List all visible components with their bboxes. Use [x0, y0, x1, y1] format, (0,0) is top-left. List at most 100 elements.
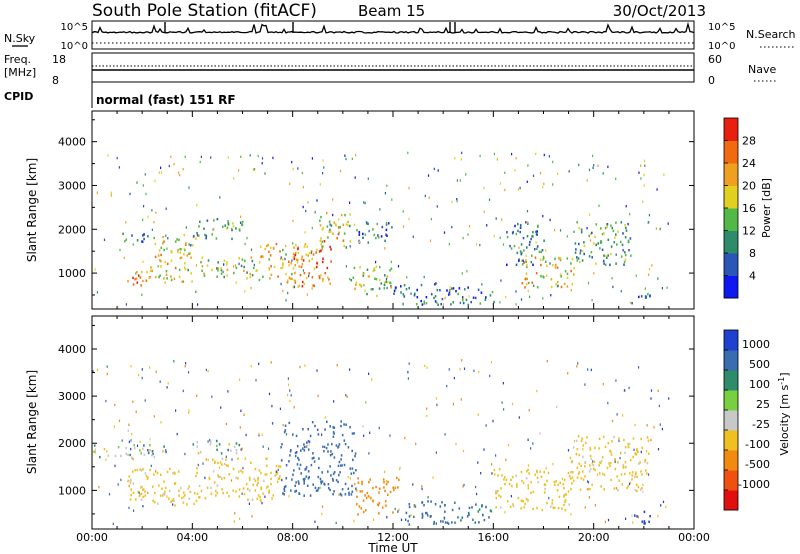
data-cell	[135, 277, 138, 280]
data-cell	[452, 287, 455, 290]
data-cell	[509, 505, 512, 508]
data-cell	[546, 264, 548, 267]
noise-cell	[349, 477, 351, 480]
data-cell	[187, 487, 189, 490]
data-cell	[142, 447, 144, 450]
data-cell	[296, 463, 299, 466]
data-cell	[584, 461, 586, 464]
noise-cell	[301, 171, 303, 175]
data-cell	[205, 234, 208, 238]
data-cell	[496, 489, 499, 493]
data-cell	[203, 272, 205, 275]
data-cell	[345, 246, 348, 249]
data-cell	[540, 475, 543, 478]
data-cell	[514, 224, 516, 228]
colorbar-swatch	[724, 470, 738, 491]
data-cell	[495, 496, 498, 500]
data-cell	[525, 260, 527, 264]
data-cell	[328, 230, 330, 233]
data-cell	[211, 268, 213, 272]
date-label: 30/Oct/2013	[613, 2, 706, 20]
noise-cell	[612, 285, 614, 289]
noise-cell	[640, 164, 642, 167]
data-cell	[311, 257, 313, 261]
noise-cell	[302, 205, 304, 209]
data-cell	[536, 245, 539, 248]
noise-cell	[552, 183, 554, 186]
data-cell	[279, 465, 282, 468]
data-cell	[357, 481, 360, 484]
data-cell	[200, 261, 202, 264]
noise-cell	[619, 456, 621, 460]
data-cell	[166, 470, 169, 474]
noise-cell	[407, 371, 409, 374]
data-cell	[525, 221, 527, 224]
data-cell	[538, 250, 541, 253]
data-cell	[224, 224, 226, 227]
data-cell	[196, 471, 198, 475]
data-cell	[303, 494, 305, 497]
noise-cell	[205, 458, 207, 461]
colorbar-frame	[723, 329, 739, 511]
noise-cell	[238, 169, 240, 172]
data-cell	[359, 284, 362, 287]
noise-cell	[493, 152, 495, 156]
noise-cell	[479, 243, 481, 247]
noise-cell	[196, 394, 198, 397]
nsky-trace	[91, 21, 695, 44]
data-cell	[571, 482, 573, 485]
data-cell	[372, 499, 374, 503]
colorbar-tick-label: 25	[756, 398, 770, 411]
data-cell	[314, 486, 317, 489]
data-cell	[576, 466, 579, 469]
noise-cell	[424, 364, 426, 367]
colorbar-swatch	[724, 208, 738, 231]
noise-cell	[443, 517, 445, 520]
noise-cell	[643, 159, 646, 163]
data-cell	[272, 246, 275, 250]
data-cell	[247, 498, 249, 501]
colorbar-swatch	[724, 163, 738, 186]
data-cell	[510, 247, 513, 250]
data-cell	[568, 503, 570, 506]
colorbar-tick-label: 28	[742, 135, 756, 148]
y-tick-label: 2000	[58, 437, 86, 450]
data-cell	[361, 490, 363, 493]
data-cell	[238, 488, 241, 491]
data-cell	[327, 483, 330, 486]
data-cell	[609, 461, 612, 465]
data-cell	[321, 260, 324, 264]
noise-cell	[349, 201, 351, 204]
noise-cell	[490, 360, 493, 364]
data-cell	[260, 471, 262, 475]
data-cell	[283, 430, 286, 434]
data-cell	[139, 486, 142, 489]
noise-cell	[94, 268, 96, 271]
data-cell	[196, 466, 198, 470]
data-cell	[316, 261, 318, 265]
noise-cell	[543, 182, 545, 186]
data-cell	[375, 485, 377, 489]
data-cell	[521, 479, 523, 483]
data-cell	[312, 483, 314, 486]
data-cell	[343, 232, 346, 235]
data-cell	[196, 445, 198, 448]
noise-cell	[106, 372, 108, 376]
data-cell	[578, 471, 581, 474]
noise-cell	[239, 221, 242, 224]
data-cell	[339, 471, 341, 474]
noise-cell	[167, 382, 169, 385]
data-cell	[170, 275, 172, 278]
noise-cell	[253, 263, 255, 267]
data-cell	[338, 473, 340, 477]
data-cell	[147, 476, 149, 479]
data-cell	[618, 479, 621, 482]
noise-cell	[454, 157, 456, 160]
data-cell	[530, 491, 532, 495]
noise-cell	[234, 264, 237, 267]
data-cell	[643, 510, 646, 513]
data-cell	[233, 271, 235, 275]
data-cell	[191, 280, 193, 283]
data-cell	[218, 443, 221, 446]
data-cell	[297, 456, 299, 460]
